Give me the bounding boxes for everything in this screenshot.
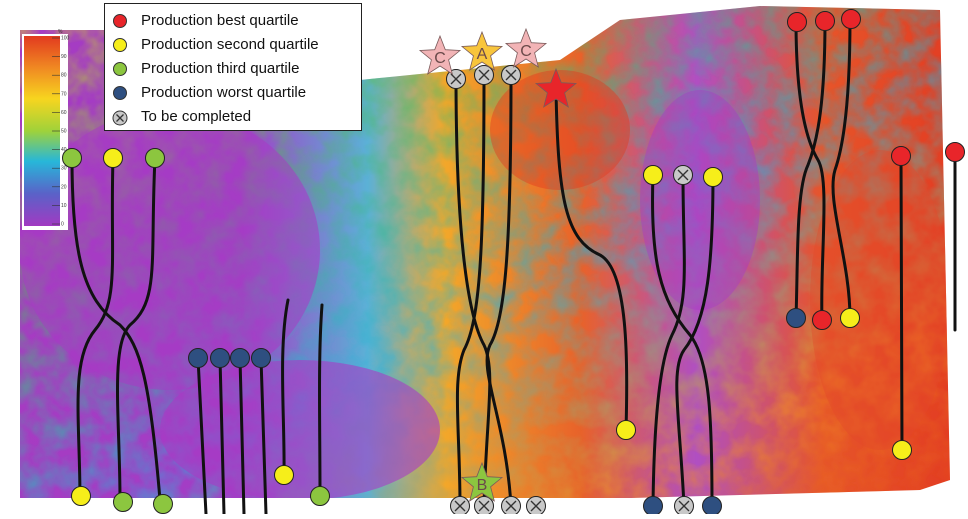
colorbar-tick-label: 40 [61, 147, 67, 153]
colorbar-tick-label: 70 [61, 91, 67, 97]
well-path [116, 156, 157, 502]
well-path [485, 73, 513, 508]
second-well-marker [616, 420, 636, 440]
well-path [238, 356, 246, 516]
colorbar-tick-label: 10 [61, 203, 67, 209]
best-well-marker [815, 11, 835, 31]
colorbar-tick-label: 0 [61, 222, 64, 228]
colorbar-tick-label: 50 [61, 129, 67, 135]
well-path [651, 173, 714, 508]
second-well-marker [892, 440, 912, 460]
star-label: C [434, 50, 446, 67]
star-label: A [477, 46, 488, 63]
third-well-marker [153, 494, 173, 514]
x-circle-icon [526, 496, 546, 516]
worst-well-marker [702, 496, 722, 516]
second-well-marker [103, 148, 123, 168]
best-well-marker [841, 9, 861, 29]
well-path [70, 156, 162, 502]
legend: Production best quartile Production seco… [104, 3, 362, 131]
best-well-marker [945, 142, 965, 162]
star-b: B [460, 461, 504, 502]
x-circle-icon [474, 65, 494, 85]
x-circle-icon [474, 496, 494, 516]
second-well-marker [274, 465, 294, 485]
legend-label-to-be-completed: To be completed [141, 108, 252, 125]
well-path [794, 18, 826, 322]
well-path [455, 73, 486, 508]
worst-well-marker [251, 348, 271, 368]
yellow-dot-icon [113, 38, 127, 52]
well-path [899, 154, 904, 452]
x-circle-icon [674, 496, 694, 516]
legend-label-third: Production third quartile [141, 60, 300, 77]
worst-well-marker [643, 496, 663, 516]
well-path [454, 73, 492, 508]
well-path [651, 173, 686, 508]
x-circle-icon [112, 110, 128, 126]
worst-well-marker [230, 348, 250, 368]
well-path [675, 173, 715, 508]
colorbar-tick-label: 90 [61, 54, 67, 60]
star-markers: C A C B [418, 27, 578, 502]
well-path [794, 18, 827, 320]
legend-label-worst: Production worst quartile [141, 84, 307, 101]
colorbar-tick-label: 20 [61, 184, 67, 190]
well-path [281, 298, 290, 477]
star-target [534, 67, 578, 108]
well-path [218, 356, 226, 516]
x-circle-icon [501, 496, 521, 516]
second-well-marker [840, 308, 860, 328]
blue-dot-icon [113, 86, 127, 100]
colorbar-tick-label: 60 [61, 110, 67, 116]
well-markers [62, 9, 965, 516]
x-circle-icon [673, 165, 693, 185]
well-path [831, 16, 852, 320]
legend-label-best: Production best quartile [141, 12, 299, 29]
red-dot-icon [113, 14, 127, 28]
star-a: A [460, 30, 504, 71]
star-label: C [520, 43, 532, 60]
well-path [196, 356, 208, 516]
worst-well-marker [786, 308, 806, 328]
best-well-marker [812, 310, 832, 330]
best-well-marker [891, 146, 911, 166]
well-path [76, 156, 115, 502]
x-circle-icon [446, 69, 466, 89]
colorbar-unit: % [58, 29, 63, 35]
colorbar-tick-label: 100 [61, 36, 70, 42]
legend-label-second: Production second quartile [141, 36, 319, 53]
best-well-marker [787, 12, 807, 32]
green-dot-icon [113, 62, 127, 76]
colorbar-tick-label: 30 [61, 166, 67, 172]
worst-well-marker [188, 348, 208, 368]
well-path [259, 356, 268, 516]
x-circle-icon [501, 65, 521, 85]
third-well-marker [310, 486, 330, 506]
well-path [554, 88, 629, 432]
third-well-marker [62, 148, 82, 168]
second-well-marker [71, 486, 91, 506]
second-well-marker [703, 167, 723, 187]
worst-well-marker [210, 348, 230, 368]
colorbar-tick-label: 80 [61, 73, 67, 79]
star-label: B [477, 477, 488, 494]
x-circle-icon [450, 496, 470, 516]
star-c_right: C [504, 27, 548, 68]
second-well-marker [643, 165, 663, 185]
third-well-marker [145, 148, 165, 168]
well-paths [70, 16, 957, 516]
third-well-marker [113, 492, 133, 512]
well-path [318, 303, 324, 498]
star-c_left: C [418, 34, 462, 75]
